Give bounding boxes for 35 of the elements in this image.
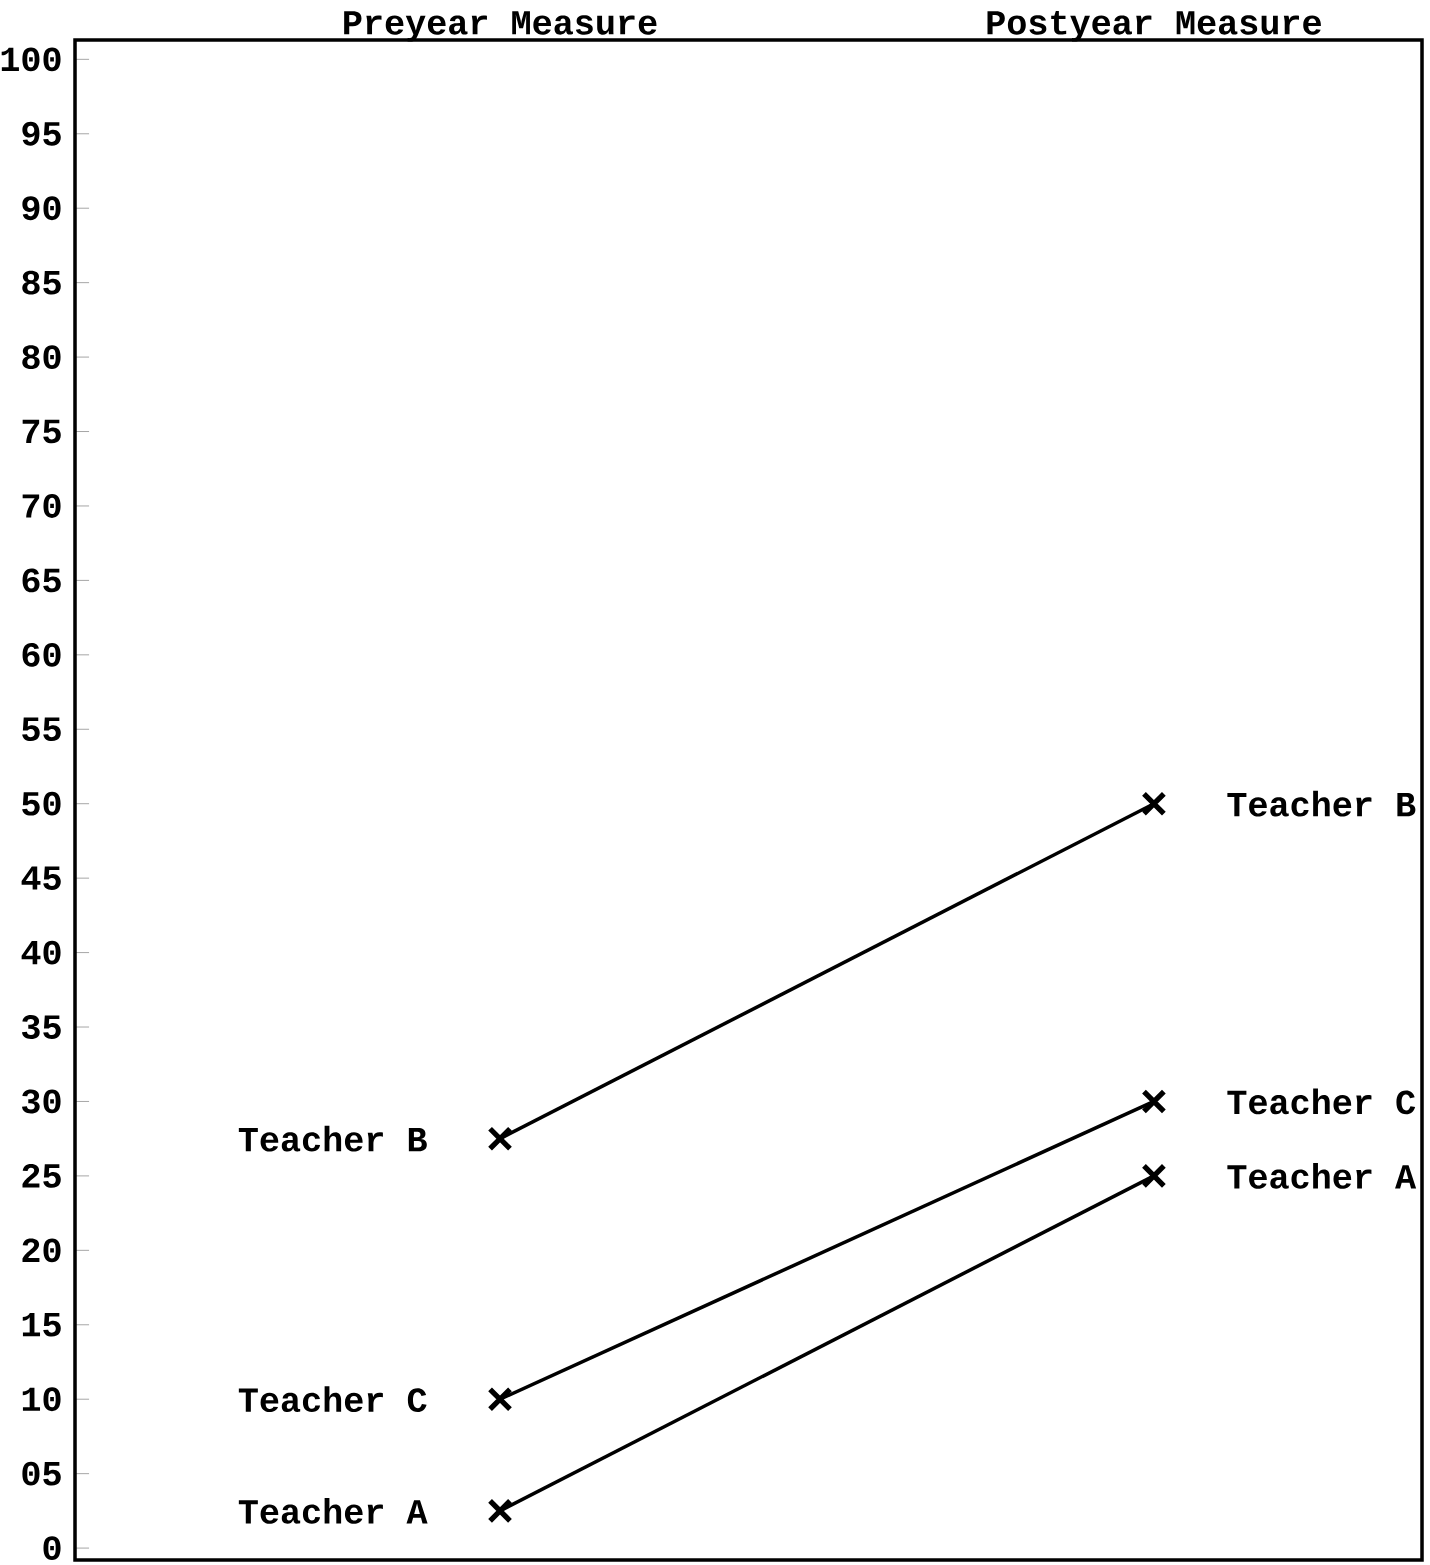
point [487,1126,513,1152]
point [1141,1163,1167,1189]
point [1141,1088,1167,1115]
y-tick-label: 65 [22,568,61,593]
y-tick-label: 75 [22,419,61,444]
y-tick-label: 30 [22,1089,61,1114]
y-tick-label: 55 [22,717,61,742]
text: Teacher B [1227,790,1416,817]
y-tick-label: 90 [22,196,61,221]
y-tick-label: 0 [43,1536,61,1560]
y-tick-label: 80 [22,345,61,369]
y-tick-label: 40 [21,940,61,965]
x-tick-label: Postyear Measure [987,10,1321,42]
point [487,1498,513,1524]
y-tick-label: 15 [22,1313,61,1337]
text: Teacher C [1227,1088,1416,1115]
series-label: Teacher C [238,1386,427,1413]
y-tick-label: 20 [22,1238,61,1263]
y-tick-label: 85 [22,270,61,295]
y-tick-label: 95 [22,121,61,146]
y-tick-label: 100 [1,47,61,72]
text: Teacher A [1227,1163,1417,1189]
series-label: Teacher A [238,1497,428,1524]
y-tick-label: 70 [22,494,61,518]
series-label: Teacher B [238,1125,427,1152]
x-tick-label: Preyear Measure [344,11,657,42]
y-tick-label: 35 [22,1015,61,1039]
y-tick-label: 05 [22,1461,61,1486]
y-tick-label: 50 [22,791,61,816]
point [487,1386,513,1412]
y-tick-label: 60 [22,642,61,667]
y-tick-label: 45 [21,866,61,890]
y-tick-label: 10 [22,1387,61,1412]
point [1141,791,1167,817]
y-tick-label: 25 [22,1163,61,1188]
